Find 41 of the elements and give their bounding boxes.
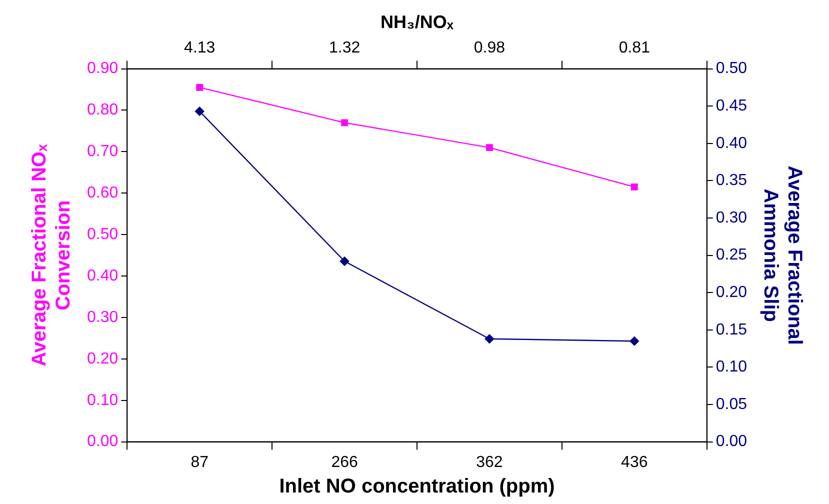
y-tick-label: 0.40 <box>87 267 118 284</box>
x-tick-label: 266 <box>331 454 358 471</box>
y2-tick-label: 0.35 <box>716 172 748 190</box>
point <box>630 183 638 190</box>
y-tick-label: 0.80 <box>87 102 118 119</box>
x-axis-title: Inlet NO concentration (ppm) <box>279 476 555 498</box>
point <box>340 256 350 266</box>
y2-axis-title: Average Fractional Ammonia Slip <box>759 166 806 345</box>
point <box>486 144 493 151</box>
y-tick-label: 0.00 <box>87 433 118 450</box>
y2-tick-label: 0.25 <box>716 246 748 264</box>
y2-tick-label: 0.45 <box>716 98 748 115</box>
y2-tick-label: 0.40 <box>716 134 748 152</box>
point <box>484 334 494 344</box>
point <box>341 119 348 126</box>
point <box>195 106 204 116</box>
text: 0.98 <box>474 40 506 57</box>
x-tick-label: 362 <box>476 454 503 471</box>
y2-tick-label: 0.10 <box>716 358 748 376</box>
y2-tick-label: 0.15 <box>716 321 748 338</box>
y-tick-label: 0.10 <box>87 392 118 409</box>
y2-tick-label: 0.20 <box>716 284 748 302</box>
y-tick-label: 0.20 <box>87 350 118 368</box>
y2-tick-label: 0.30 <box>716 209 748 226</box>
y-tick-label: 0.30 <box>87 308 118 326</box>
point <box>196 84 204 91</box>
y-tick-label: 0.50 <box>87 226 118 243</box>
y-axis-title: Average Fractional NOₓ Conversion <box>28 144 75 366</box>
y-tick-label: 0.90 <box>87 60 118 78</box>
y2-tick-label: 0.05 <box>716 396 748 413</box>
y-tick-label: 0.70 <box>87 143 118 160</box>
y-tick-label: 0.60 <box>87 184 118 202</box>
x-tick-label: 87 <box>190 454 209 471</box>
y2-tick-label: 0.00 <box>716 433 748 450</box>
text: 0.81 <box>618 40 650 57</box>
text: 4.13 <box>184 40 216 57</box>
point <box>630 336 639 346</box>
text: 1.32 <box>328 40 360 57</box>
x-tick-label: 436 <box>621 454 648 471</box>
y2-tick-label: 0.50 <box>716 60 748 78</box>
x2-axis-title: NH₃/NOₓ <box>380 12 454 32</box>
